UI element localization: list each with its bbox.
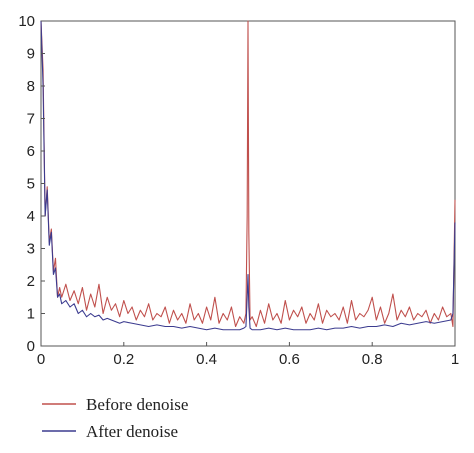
x-tick-label: 0.6 (279, 351, 300, 368)
x-tick-label: 0.8 (362, 351, 383, 368)
y-tick-label: 8 (27, 78, 35, 95)
y-tick-label: 3 (27, 241, 35, 258)
y-tick-label: 1 (27, 306, 35, 323)
y-tick-label: 9 (27, 46, 35, 63)
series-line-before-denoise (40, 20, 456, 328)
y-tick-label: 6 (27, 143, 35, 160)
legend-label: After denoise (86, 422, 178, 441)
series-line-after-denoise (40, 20, 456, 331)
x-tick-label: 0.2 (113, 351, 134, 368)
y-tick-label: 10 (18, 13, 35, 30)
y-tick-label: 5 (27, 176, 35, 193)
y-tick-label: 0 (27, 338, 35, 355)
x-tick-label: 0 (37, 351, 45, 368)
x-tick-label: 0.4 (196, 351, 217, 368)
legend-label: Before denoise (86, 395, 188, 414)
x-tick-label: 1 (451, 351, 459, 368)
y-tick-label: 4 (27, 208, 35, 225)
y-tick-label: 2 (27, 273, 35, 290)
y-tick-label: 7 (27, 111, 35, 128)
